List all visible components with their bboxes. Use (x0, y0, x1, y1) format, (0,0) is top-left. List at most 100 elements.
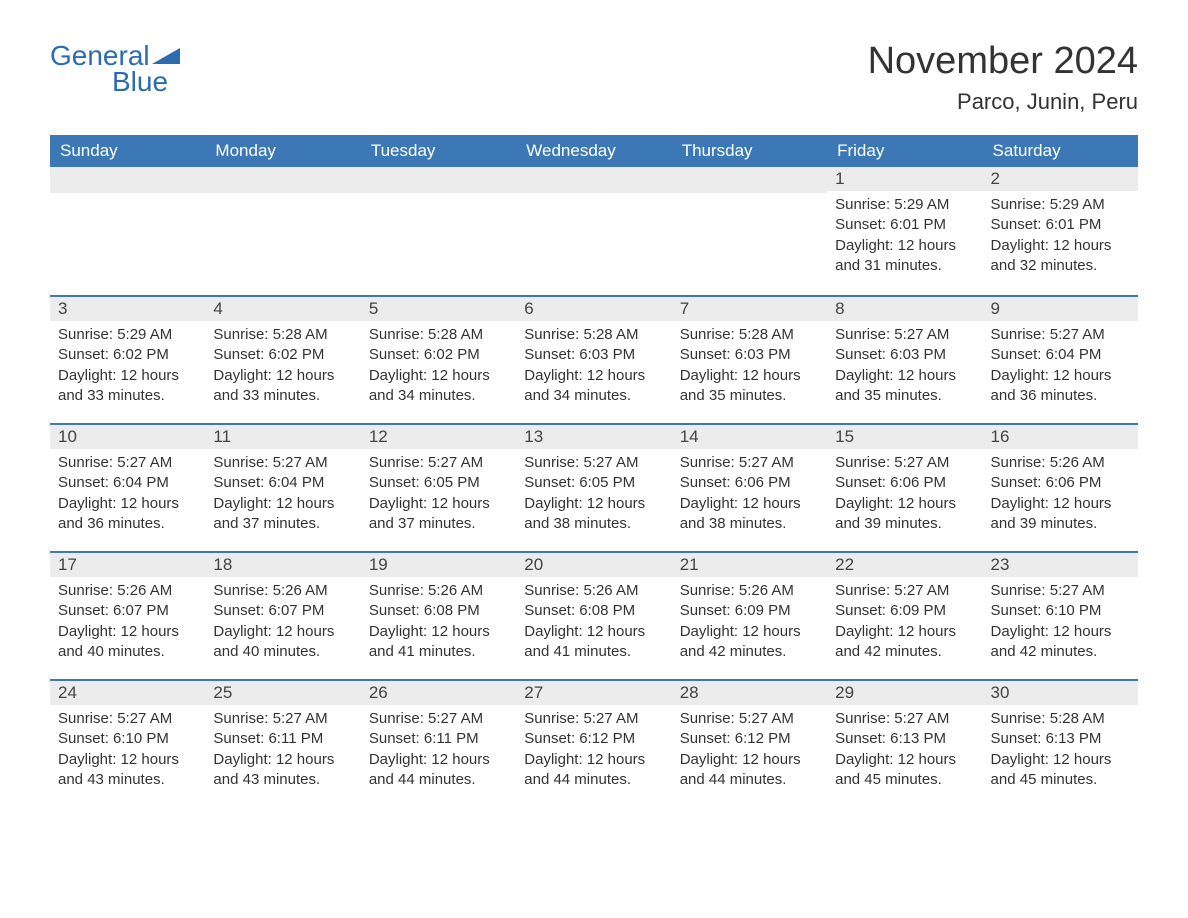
sunset-text: Sunset: 6:08 PM (524, 601, 663, 621)
calendar-cell (205, 167, 360, 295)
day-number: 5 (361, 295, 516, 321)
calendar-week-row: 10Sunrise: 5:27 AMSunset: 6:04 PMDayligh… (50, 423, 1138, 551)
day-details: Sunrise: 5:27 AMSunset: 6:11 PMDaylight:… (361, 705, 516, 798)
day-details: Sunrise: 5:26 AMSunset: 6:07 PMDaylight:… (50, 577, 205, 670)
day-details: Sunrise: 5:27 AMSunset: 6:10 PMDaylight:… (50, 705, 205, 798)
day-number: 25 (205, 679, 360, 705)
sunrise-text: Sunrise: 5:26 AM (680, 581, 819, 601)
sunrise-text: Sunrise: 5:28 AM (524, 325, 663, 345)
calendar-table: SundayMondayTuesdayWednesdayThursdayFrid… (50, 135, 1138, 807)
empty-day-bar (205, 167, 360, 193)
day-details: Sunrise: 5:29 AMSunset: 6:01 PMDaylight:… (983, 191, 1138, 284)
daylight-text: Daylight: 12 hours and 37 minutes. (369, 494, 508, 535)
daylight-text: Daylight: 12 hours and 40 minutes. (213, 622, 352, 663)
location-subtitle: Parco, Junin, Peru (868, 89, 1138, 115)
calendar-cell: 24Sunrise: 5:27 AMSunset: 6:10 PMDayligh… (50, 679, 205, 807)
sunset-text: Sunset: 6:03 PM (680, 345, 819, 365)
sunset-text: Sunset: 6:13 PM (991, 729, 1130, 749)
calendar-cell: 15Sunrise: 5:27 AMSunset: 6:06 PMDayligh… (827, 423, 982, 551)
calendar-cell: 23Sunrise: 5:27 AMSunset: 6:10 PMDayligh… (983, 551, 1138, 679)
day-details: Sunrise: 5:27 AMSunset: 6:10 PMDaylight:… (983, 577, 1138, 670)
weekday-header: Monday (205, 135, 360, 167)
calendar-cell: 11Sunrise: 5:27 AMSunset: 6:04 PMDayligh… (205, 423, 360, 551)
title-block: November 2024 Parco, Junin, Peru (868, 40, 1138, 115)
calendar-cell: 4Sunrise: 5:28 AMSunset: 6:02 PMDaylight… (205, 295, 360, 423)
sunrise-text: Sunrise: 5:27 AM (835, 325, 974, 345)
calendar-body: 1Sunrise: 5:29 AMSunset: 6:01 PMDaylight… (50, 167, 1138, 807)
day-details: Sunrise: 5:26 AMSunset: 6:09 PMDaylight:… (672, 577, 827, 670)
empty-day-bar (516, 167, 671, 193)
daylight-text: Daylight: 12 hours and 40 minutes. (58, 622, 197, 663)
calendar-cell: 21Sunrise: 5:26 AMSunset: 6:09 PMDayligh… (672, 551, 827, 679)
calendar-cell: 13Sunrise: 5:27 AMSunset: 6:05 PMDayligh… (516, 423, 671, 551)
day-details: Sunrise: 5:27 AMSunset: 6:04 PMDaylight:… (983, 321, 1138, 414)
calendar-week-row: 24Sunrise: 5:27 AMSunset: 6:10 PMDayligh… (50, 679, 1138, 807)
daylight-text: Daylight: 12 hours and 41 minutes. (524, 622, 663, 663)
sunset-text: Sunset: 6:13 PM (835, 729, 974, 749)
calendar-cell: 20Sunrise: 5:26 AMSunset: 6:08 PMDayligh… (516, 551, 671, 679)
calendar-cell: 28Sunrise: 5:27 AMSunset: 6:12 PMDayligh… (672, 679, 827, 807)
day-details: Sunrise: 5:27 AMSunset: 6:09 PMDaylight:… (827, 577, 982, 670)
day-number: 12 (361, 423, 516, 449)
sunrise-text: Sunrise: 5:28 AM (369, 325, 508, 345)
empty-day-bar (672, 167, 827, 193)
day-details: Sunrise: 5:27 AMSunset: 6:04 PMDaylight:… (205, 449, 360, 542)
calendar-cell: 19Sunrise: 5:26 AMSunset: 6:08 PMDayligh… (361, 551, 516, 679)
daylight-text: Daylight: 12 hours and 43 minutes. (58, 750, 197, 791)
day-details: Sunrise: 5:28 AMSunset: 6:02 PMDaylight:… (205, 321, 360, 414)
calendar-cell: 29Sunrise: 5:27 AMSunset: 6:13 PMDayligh… (827, 679, 982, 807)
calendar-cell: 12Sunrise: 5:27 AMSunset: 6:05 PMDayligh… (361, 423, 516, 551)
day-number: 7 (672, 295, 827, 321)
day-details: Sunrise: 5:27 AMSunset: 6:05 PMDaylight:… (361, 449, 516, 542)
sunrise-text: Sunrise: 5:27 AM (213, 453, 352, 473)
daylight-text: Daylight: 12 hours and 33 minutes. (213, 366, 352, 407)
empty-day-bar (50, 167, 205, 193)
sunset-text: Sunset: 6:06 PM (991, 473, 1130, 493)
weekday-header: Friday (827, 135, 982, 167)
sunset-text: Sunset: 6:08 PM (369, 601, 508, 621)
daylight-text: Daylight: 12 hours and 35 minutes. (835, 366, 974, 407)
daylight-text: Daylight: 12 hours and 45 minutes. (991, 750, 1130, 791)
empty-day-bar (361, 167, 516, 193)
day-details: Sunrise: 5:27 AMSunset: 6:06 PMDaylight:… (827, 449, 982, 542)
day-details: Sunrise: 5:28 AMSunset: 6:03 PMDaylight:… (672, 321, 827, 414)
day-details: Sunrise: 5:29 AMSunset: 6:01 PMDaylight:… (827, 191, 982, 284)
day-number: 18 (205, 551, 360, 577)
sunrise-text: Sunrise: 5:27 AM (835, 453, 974, 473)
sunrise-text: Sunrise: 5:26 AM (58, 581, 197, 601)
day-number: 29 (827, 679, 982, 705)
sunset-text: Sunset: 6:01 PM (991, 215, 1130, 235)
day-details: Sunrise: 5:26 AMSunset: 6:08 PMDaylight:… (516, 577, 671, 670)
calendar-cell: 27Sunrise: 5:27 AMSunset: 6:12 PMDayligh… (516, 679, 671, 807)
weekday-header: Saturday (983, 135, 1138, 167)
day-number: 15 (827, 423, 982, 449)
daylight-text: Daylight: 12 hours and 31 minutes. (835, 236, 974, 277)
sunset-text: Sunset: 6:12 PM (524, 729, 663, 749)
sunrise-text: Sunrise: 5:26 AM (213, 581, 352, 601)
calendar-week-row: 3Sunrise: 5:29 AMSunset: 6:02 PMDaylight… (50, 295, 1138, 423)
daylight-text: Daylight: 12 hours and 36 minutes. (991, 366, 1130, 407)
weekday-header: Tuesday (361, 135, 516, 167)
brand-logo: General Blue (50, 40, 180, 98)
month-title: November 2024 (868, 40, 1138, 83)
daylight-text: Daylight: 12 hours and 42 minutes. (680, 622, 819, 663)
day-number: 20 (516, 551, 671, 577)
day-number: 16 (983, 423, 1138, 449)
daylight-text: Daylight: 12 hours and 44 minutes. (524, 750, 663, 791)
day-details: Sunrise: 5:28 AMSunset: 6:13 PMDaylight:… (983, 705, 1138, 798)
day-details: Sunrise: 5:27 AMSunset: 6:11 PMDaylight:… (205, 705, 360, 798)
calendar-cell: 9Sunrise: 5:27 AMSunset: 6:04 PMDaylight… (983, 295, 1138, 423)
sunrise-text: Sunrise: 5:27 AM (369, 453, 508, 473)
weekday-header: Thursday (672, 135, 827, 167)
calendar-cell: 25Sunrise: 5:27 AMSunset: 6:11 PMDayligh… (205, 679, 360, 807)
daylight-text: Daylight: 12 hours and 42 minutes. (991, 622, 1130, 663)
day-number: 22 (827, 551, 982, 577)
sunset-text: Sunset: 6:02 PM (369, 345, 508, 365)
day-number: 21 (672, 551, 827, 577)
sunset-text: Sunset: 6:10 PM (58, 729, 197, 749)
day-details: Sunrise: 5:26 AMSunset: 6:06 PMDaylight:… (983, 449, 1138, 542)
weekday-header: Wednesday (516, 135, 671, 167)
sunrise-text: Sunrise: 5:27 AM (991, 325, 1130, 345)
day-number: 30 (983, 679, 1138, 705)
daylight-text: Daylight: 12 hours and 38 minutes. (680, 494, 819, 535)
